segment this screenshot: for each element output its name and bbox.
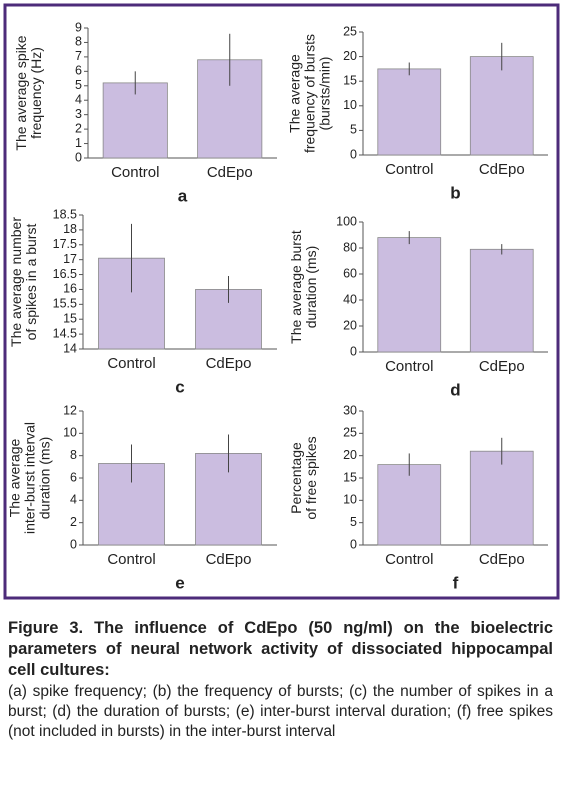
y-tick-label: 10 [343,493,357,507]
bar [197,59,263,159]
y-tick-label: 9 [75,20,82,34]
y-tick-label: 60 [343,266,357,280]
y-tick-label: 80 [343,240,357,254]
caption-title: Figure 3. The influence of CdEpo (50 ng/… [8,619,553,679]
y-axis-label: The average spike [13,35,29,150]
bar [377,68,442,156]
y-tick-label: 2 [70,515,77,529]
y-tick-label: 16 [63,282,77,296]
y-tick-label: 18.5 [53,207,77,221]
bar [102,82,168,159]
caption: Figure 3. The influence of CdEpo (50 ng/… [8,618,553,742]
y-tick-label: 12 [63,403,77,417]
x-tick-label: Control [385,358,433,375]
y-tick-label: 15 [343,470,357,484]
x-tick-label: Control [107,551,155,568]
y-tick-label: 17.5 [53,237,77,251]
x-tick-label: CdEpo [479,358,525,375]
y-tick-label: 8 [75,35,82,49]
y-tick-label: 20 [343,49,357,63]
y-tick-label: 10 [63,426,77,440]
y-tick-label: 0 [75,150,82,164]
y-tick-label: 5 [75,78,82,92]
y-axis-label: frequency (Hz) [28,47,44,139]
x-tick-label: CdEpo [479,161,525,178]
y-tick-label: 0 [350,344,357,358]
x-tick-label: CdEpo [206,551,252,568]
frame [3,3,560,600]
y-tick-label: 1 [75,136,82,150]
panel-label: d [450,380,460,399]
bar [377,237,442,353]
y-tick-label: 6 [70,470,77,484]
panel-label: c [175,377,184,396]
y-tick-label: 15.5 [53,297,77,311]
y-axis-label: duration (ms) [303,246,319,328]
y-tick-label: 0 [350,147,357,161]
panel-label: b [450,183,460,202]
y-tick-label: 8 [70,448,77,462]
y-tick-label: 40 [343,292,357,306]
y-tick-label: 14.5 [53,326,77,340]
y-tick-label: 5 [350,515,357,529]
y-tick-label: 100 [336,214,357,228]
y-tick-label: 15 [63,312,77,326]
y-axis-label: of spikes in a burst [23,224,39,341]
y-tick-label: 0 [70,537,77,551]
y-tick-label: 20 [343,448,357,462]
y-tick-label: 20 [343,318,357,332]
y-tick-label: 5 [350,123,357,137]
x-tick-label: Control [107,355,155,372]
x-tick-label: Control [385,161,433,178]
bar [469,450,534,546]
x-tick-label: CdEpo [479,551,525,568]
y-tick-label: 30 [343,403,357,417]
y-tick-label: 16.5 [53,267,77,281]
x-tick-label: CdEpo [206,355,252,372]
y-axis-label: The average [287,54,303,133]
bar [469,248,534,353]
panel-label: e [175,573,184,592]
bar [469,56,534,156]
y-tick-label: 14 [63,341,77,355]
panel-label: a [178,186,188,205]
y-tick-label: 4 [75,93,82,107]
y-tick-label: 6 [75,64,82,78]
x-tick-label: CdEpo [207,164,253,181]
caption-text: (a) spike frequency; (b) the frequency o… [8,683,553,740]
y-tick-label: 17 [63,252,77,266]
y-axis-label: duration (ms) [37,437,53,519]
y-tick-label: 0 [350,537,357,551]
y-axis-label: The average [7,438,23,517]
x-tick-label: Control [111,164,159,181]
y-axis-label: of free spikes [303,436,319,519]
panel-label: f [453,573,459,592]
y-tick-label: 7 [75,49,82,63]
y-tick-label: 2 [75,121,82,135]
y-axis-label: inter-burst interval [22,422,38,534]
x-tick-label: Control [385,551,433,568]
y-axis-label: The average number [8,217,24,347]
y-tick-label: 10 [343,98,357,112]
y-axis-label: frequency of bursts [302,34,318,153]
y-tick-label: 15 [343,73,357,87]
y-axis-label: Percentage [288,442,304,514]
y-tick-label: 4 [70,493,77,507]
y-tick-label: 18 [63,222,77,236]
y-tick-label: 3 [75,107,82,121]
y-tick-label: 25 [343,24,357,38]
y-axis-label: (bursts/min) [317,57,333,131]
y-axis-label: The average burst [288,230,304,344]
y-tick-label: 25 [343,426,357,440]
bar [377,464,442,546]
